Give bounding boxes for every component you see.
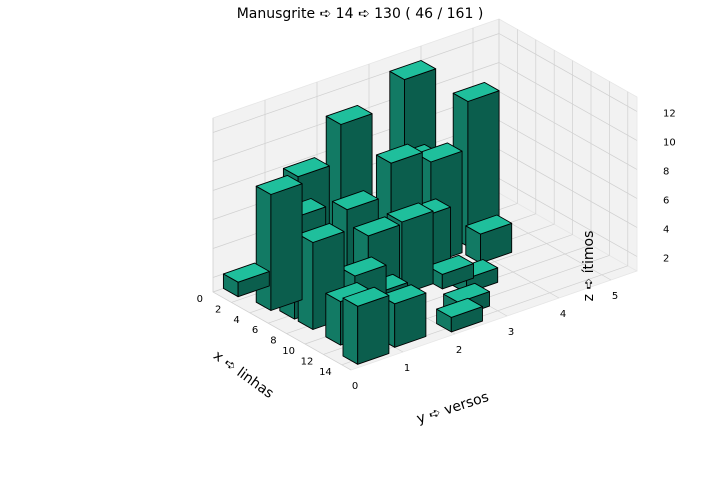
bar-side: [255, 185, 272, 311]
x-tick-label: 10: [282, 346, 295, 357]
bar-side: [342, 297, 359, 365]
grid-line-z: [498, 149, 638, 228]
bar: [465, 214, 513, 264]
bar: [342, 286, 390, 365]
grid-line-z: [498, 120, 638, 199]
x-tick-label: 12: [301, 356, 314, 367]
bar-top: [222, 262, 270, 283]
bar-top: [452, 81, 500, 102]
x-tick-label: 4: [233, 315, 239, 326]
bar-top: [427, 254, 474, 275]
z-axis-label: z ➪ ítimos: [581, 231, 597, 302]
bar-top: [331, 190, 379, 211]
bar: [222, 262, 270, 298]
z-tick-label: 10: [663, 138, 676, 149]
grid-line-z: [498, 33, 638, 112]
bar: [436, 297, 483, 333]
bar: [255, 174, 303, 311]
grid-line-x: [341, 265, 628, 366]
bar-top: [375, 143, 423, 164]
x-tick-label: 8: [270, 336, 276, 347]
bar-top: [339, 256, 387, 277]
y-tick-label: 4: [560, 309, 566, 320]
grid-line-y: [212, 291, 352, 371]
grid-line-z: [498, 178, 638, 257]
x-tick-label: 6: [252, 325, 258, 336]
y-tick-label: 1: [404, 363, 410, 374]
bar-front: [270, 183, 303, 311]
y-tick-label: 5: [612, 291, 618, 302]
y-tick-label: 0: [352, 381, 358, 392]
bar: [427, 254, 474, 290]
z-tick-label: 12: [663, 109, 676, 120]
bars: [222, 60, 513, 365]
bar: [297, 222, 345, 330]
z-tick-label: 6: [663, 196, 669, 207]
bar-top: [465, 214, 513, 235]
bar-top: [389, 60, 437, 81]
grid-line-z: [498, 62, 638, 141]
bar-top: [342, 286, 390, 307]
z-tick-label: 8: [663, 167, 669, 178]
z-tick-label: 4: [663, 225, 669, 236]
grid-line-z: [212, 33, 500, 133]
x-tick-label: 0: [197, 294, 203, 305]
x-axis-label: x ➪ linhas: [210, 348, 276, 402]
y-axis-label: y ➪ versos: [415, 389, 491, 427]
y-tick-label: 2: [456, 345, 462, 356]
bar-top: [297, 222, 345, 243]
bar-top: [325, 104, 373, 125]
bar-top: [415, 142, 463, 163]
bar-top: [282, 157, 330, 178]
bar-top: [255, 174, 303, 195]
bar-side: [325, 292, 341, 346]
z-tick-label: 2: [663, 254, 669, 265]
bar-top: [436, 297, 483, 318]
bar-front: [357, 295, 390, 365]
x-tick-label: 2: [215, 304, 221, 315]
y-tick-label: 3: [508, 327, 514, 338]
bar-top: [353, 216, 400, 237]
chart-title: Manusgrite ➪ 14 ➪ 130 ( 46 / 161 ): [236, 6, 484, 22]
x-tick-label: 14: [319, 367, 332, 378]
grid-line-z: [498, 91, 638, 170]
bar-top: [443, 282, 490, 303]
bar-top: [386, 202, 434, 223]
bar-top: [379, 284, 427, 305]
